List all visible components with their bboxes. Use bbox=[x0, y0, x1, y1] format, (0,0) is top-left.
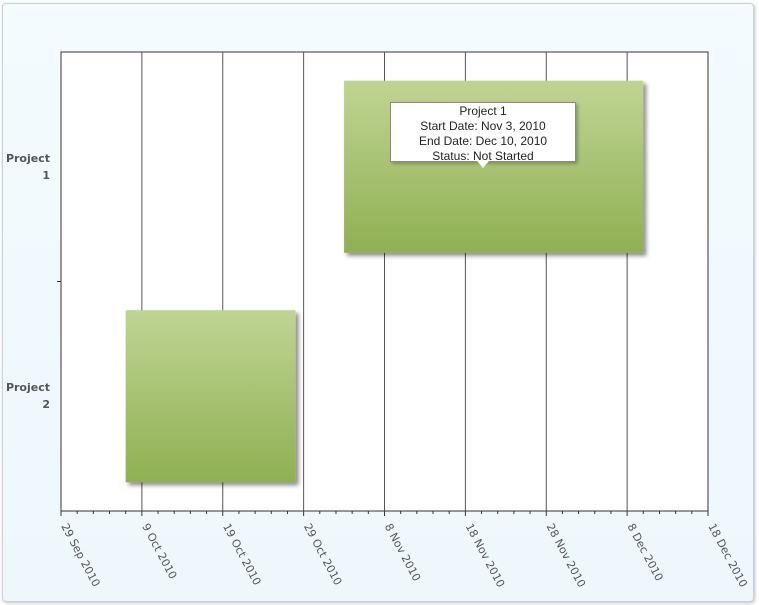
tooltip-start-date: Start Date: Nov 3, 2010 bbox=[420, 119, 546, 133]
x-tick-label: 29 Oct 2010 bbox=[301, 521, 344, 587]
category-label-project-1-number: 1 bbox=[42, 169, 50, 182]
category-label-project-2: Project bbox=[6, 381, 50, 394]
gantt-bar-project-2[interactable] bbox=[125, 310, 296, 483]
tooltip-title: Project 1 bbox=[459, 104, 507, 118]
x-tick-label: 29 Sep 2010 bbox=[58, 521, 102, 589]
x-tick-label: 8 Nov 2010 bbox=[382, 521, 423, 583]
tooltip-end-date: End Date: Dec 10, 2010 bbox=[418, 134, 548, 148]
x-tick-label: 28 Nov 2010 bbox=[544, 521, 589, 589]
x-tick-label: 8 Dec 2010 bbox=[624, 521, 665, 583]
x-tick-label: 18 Nov 2010 bbox=[463, 521, 508, 589]
tooltip-pointer bbox=[477, 161, 489, 168]
category-label-project-2-number: 2 bbox=[42, 398, 50, 411]
tooltip-status: Status: Not Started bbox=[432, 149, 534, 163]
x-tick-label: 18 Dec 2010 bbox=[705, 521, 749, 589]
x-tick-label: 9 Oct 2010 bbox=[139, 521, 179, 581]
bar-tooltip: Project 1 Start Date: Nov 3, 2010 End Da… bbox=[390, 102, 576, 168]
category-label-project-1: Project bbox=[6, 152, 50, 165]
x-tick-label: 19 Oct 2010 bbox=[220, 521, 263, 587]
